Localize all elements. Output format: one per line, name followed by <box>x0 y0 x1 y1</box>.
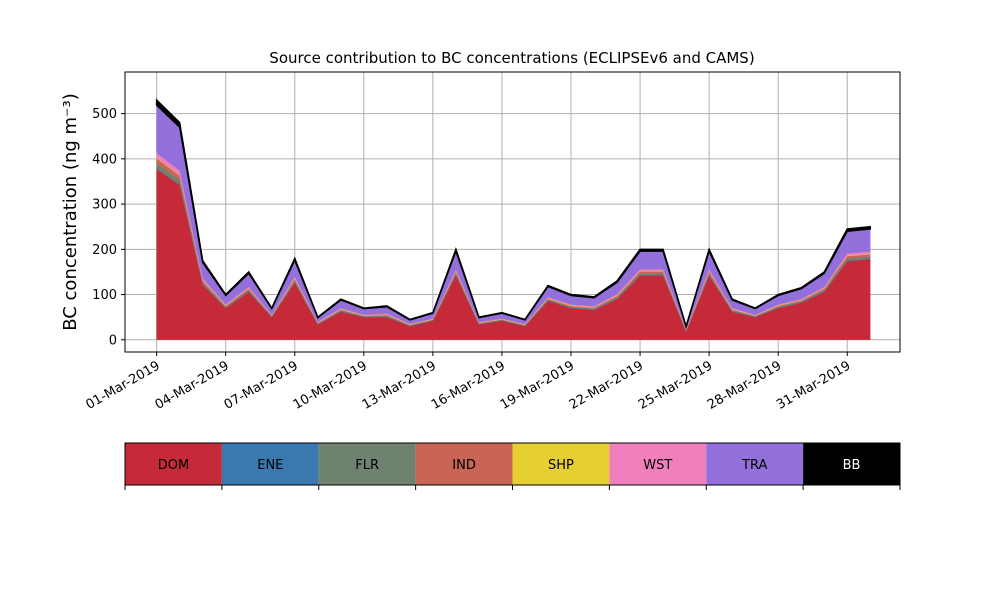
x-tick-label: 01-Mar-2019 <box>84 358 163 412</box>
x-tick-label: 07-Mar-2019 <box>222 358 301 412</box>
x-tick-label: 19-Mar-2019 <box>498 358 577 412</box>
areas-layer <box>155 98 872 340</box>
legend-label: WST <box>643 458 672 473</box>
legend-label: TRA <box>741 458 767 473</box>
legend-label: FLR <box>355 458 379 473</box>
x-tick-label: 16-Mar-2019 <box>429 358 508 412</box>
y-tick-label: 500 <box>92 107 117 122</box>
chart-title: Source contribution to BC concentrations… <box>269 49 754 67</box>
legend: DOM ENE FLR IND SHP WST TRA BB <box>124 442 901 490</box>
x-tick-label: 13-Mar-2019 <box>360 358 439 412</box>
y-tick-label: 400 <box>92 152 117 167</box>
legend-swatch <box>609 443 707 485</box>
y-tick-label: 100 <box>92 288 117 303</box>
legend-swatch <box>512 443 610 485</box>
legend-label: DOM <box>158 458 189 473</box>
y-tick-label: 200 <box>92 243 117 258</box>
legend-label: IND <box>452 458 476 473</box>
x-tick-label: 22-Mar-2019 <box>567 358 646 412</box>
legend-swatch <box>415 443 513 485</box>
legend-swatch <box>221 443 319 485</box>
legend-swatch <box>706 443 804 485</box>
y-axis-label: BC concentration (ng m⁻³) <box>60 93 81 331</box>
x-tick-label: 10-Mar-2019 <box>291 358 370 412</box>
plot-frame <box>124 71 901 353</box>
x-tick-label: 04-Mar-2019 <box>153 358 232 412</box>
y-tick-label: 0 <box>109 333 117 348</box>
legend-swatch <box>125 443 222 485</box>
y-tick-label: 300 <box>92 198 117 213</box>
x-tick-label: 25-Mar-2019 <box>636 358 715 412</box>
legend-swatch <box>803 443 900 485</box>
legend-label: BB <box>843 458 861 473</box>
area-bb <box>155 98 872 330</box>
legend-label: ENE <box>257 458 283 473</box>
x-tick-label: 31-Mar-2019 <box>774 358 853 412</box>
x-tick-label: 28-Mar-2019 <box>705 358 784 412</box>
legend-swatch <box>318 443 416 485</box>
legend-label: SHP <box>548 458 574 473</box>
